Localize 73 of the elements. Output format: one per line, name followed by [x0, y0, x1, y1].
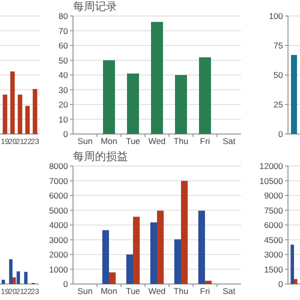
- bar: [10, 71, 15, 134]
- bar: [109, 272, 116, 284]
- bar: [205, 280, 212, 284]
- chart-title: 每周的损益: [73, 151, 128, 163]
- y-tick-label: 12000: [259, 161, 284, 171]
- bar: [25, 106, 30, 134]
- bar: [181, 180, 188, 284]
- bar: [32, 88, 38, 134]
- y-tick-label: 3000: [49, 234, 68, 245]
- x-tick-label: Sun: [77, 136, 93, 146]
- y-tick-label: 7000: [49, 176, 68, 186]
- y-tick-label: 3000: [264, 250, 284, 260]
- x-tick-label: Sat: [222, 286, 236, 296]
- y-tick-label: 1500: [264, 264, 284, 274]
- y-tick-label: 2000: [49, 250, 68, 260]
- bar: [199, 57, 211, 134]
- y-tick-label: 8000: [49, 161, 68, 171]
- y-tick-label: 9000: [264, 190, 284, 200]
- y-tick-label: 50: [58, 55, 68, 66]
- bar: [103, 60, 115, 134]
- bar: [2, 94, 8, 134]
- y-tick-label: 5000: [49, 205, 68, 216]
- x-tick-label: Mon: [100, 136, 118, 146]
- y-tick-label: 1000: [49, 264, 68, 274]
- y-tick-label: 100: [268, 11, 284, 21]
- y-tick-label: 0: [278, 279, 284, 289]
- y-tick-label: 80: [58, 11, 68, 21]
- bar: [175, 75, 187, 134]
- x-tick-label: Wed: [148, 136, 166, 146]
- y-tick-label: 30: [58, 84, 68, 95]
- y-tick-label: 70: [58, 26, 68, 36]
- y-tick-label: 7500: [264, 205, 284, 216]
- bar: [2, 280, 5, 284]
- y-tick-label: 20: [58, 100, 68, 110]
- y-tick-label: 50: [274, 70, 284, 80]
- bar: [151, 22, 163, 134]
- bar: [12, 277, 16, 284]
- x-tick-label: Fri: [200, 286, 210, 296]
- bar: [9, 259, 12, 284]
- bar: [126, 254, 133, 284]
- x-tick-label: Fri: [200, 136, 210, 146]
- x-tick-label: Sat: [222, 136, 236, 146]
- y-tick-label: 6000: [49, 190, 68, 200]
- y-tick-label: 0: [63, 279, 68, 289]
- bar: [102, 230, 109, 284]
- bar: [174, 239, 181, 284]
- bar: [16, 271, 20, 284]
- y-tick-label: 0: [63, 129, 68, 139]
- x-tick-label: Sun: [77, 286, 93, 296]
- y-tick-label: 4000: [49, 220, 68, 230]
- y-tick-label: 60: [58, 40, 68, 50]
- bar: [150, 222, 157, 284]
- y-tick-label: 10: [58, 114, 68, 124]
- bar: [157, 210, 164, 284]
- y-tick-label: 25: [274, 100, 284, 110]
- y-tick-label: 40: [58, 70, 68, 80]
- bar: [198, 210, 205, 284]
- x-tick-label: Wed: [148, 286, 166, 296]
- x-tick-label: Tue: [126, 136, 140, 146]
- bar: [24, 272, 28, 284]
- y-tick-label: 4500: [264, 234, 284, 245]
- chart-title: 每周记录: [73, 1, 117, 13]
- bar: [18, 94, 22, 134]
- y-tick-label: 6000: [264, 220, 284, 230]
- y-tick-label: 75: [274, 40, 284, 50]
- bar: [133, 216, 140, 284]
- x-tick-label: Thu: [174, 136, 189, 146]
- bar: [127, 74, 139, 134]
- x-tick-label: Mon: [100, 286, 118, 296]
- y-tick-label: 0: [278, 129, 284, 139]
- x-tick-label: Thu: [174, 286, 189, 296]
- x-tick-label: Tue: [126, 286, 140, 296]
- y-tick-label: 10500: [259, 176, 284, 186]
